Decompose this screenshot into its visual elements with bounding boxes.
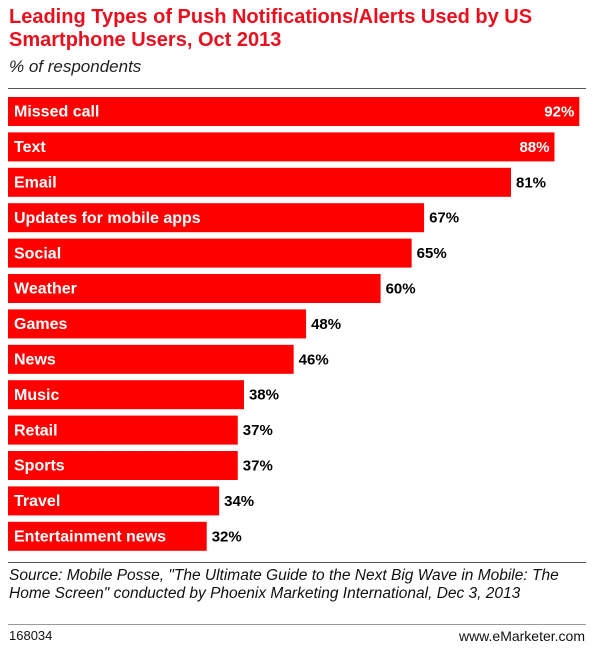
bar <box>8 486 220 516</box>
bar <box>8 415 238 445</box>
chart-id: 168034 <box>9 628 53 643</box>
category-label: News <box>14 352 56 369</box>
value-label: 34% <box>224 493 254 510</box>
bar <box>8 238 412 268</box>
value-label: 48% <box>311 316 341 333</box>
value-label: 92% <box>544 103 574 120</box>
bar <box>8 203 425 233</box>
value-label: 38% <box>249 387 279 404</box>
footer-rule <box>8 624 586 625</box>
value-label: 32% <box>212 528 242 545</box>
category-label: Email <box>14 175 57 192</box>
chart-title: Leading Types of Push Notifications/Aler… <box>9 6 533 51</box>
category-label: Games <box>14 316 67 333</box>
value-label: 67% <box>429 210 459 227</box>
bar <box>8 132 555 162</box>
value-label: 46% <box>299 351 329 368</box>
value-label: 81% <box>516 174 546 191</box>
bar <box>8 167 512 197</box>
category-label: Retail <box>14 422 58 439</box>
bar <box>8 451 238 480</box>
category-label: Travel <box>14 493 60 510</box>
bar <box>8 344 294 374</box>
category-label: Text <box>14 139 46 156</box>
value-label: 88% <box>519 139 549 156</box>
bar <box>8 380 244 410</box>
value-label: 37% <box>243 457 273 474</box>
credit: www.eMarketer.com <box>458 628 585 644</box>
value-label: 37% <box>243 422 273 439</box>
bar <box>8 309 307 339</box>
category-label: Missed call <box>14 104 99 121</box>
value-label: 65% <box>417 245 447 262</box>
source-note: Source: Mobile Posse, "The Ultimate Guid… <box>9 567 559 602</box>
chart-subtitle: % of respondents <box>9 57 142 76</box>
value-label: 60% <box>386 280 416 297</box>
bar <box>8 274 381 303</box>
category-label: Updates for mobile apps <box>14 210 201 227</box>
top-rule <box>8 88 586 89</box>
category-label: Music <box>14 387 59 404</box>
category-label: Entertainment news <box>14 529 166 546</box>
bottom-rule <box>8 562 586 563</box>
category-label: Social <box>14 245 61 262</box>
bar <box>8 521 207 551</box>
category-label: Weather <box>14 281 77 298</box>
bar <box>8 97 580 126</box>
category-label: Sports <box>14 458 65 475</box>
